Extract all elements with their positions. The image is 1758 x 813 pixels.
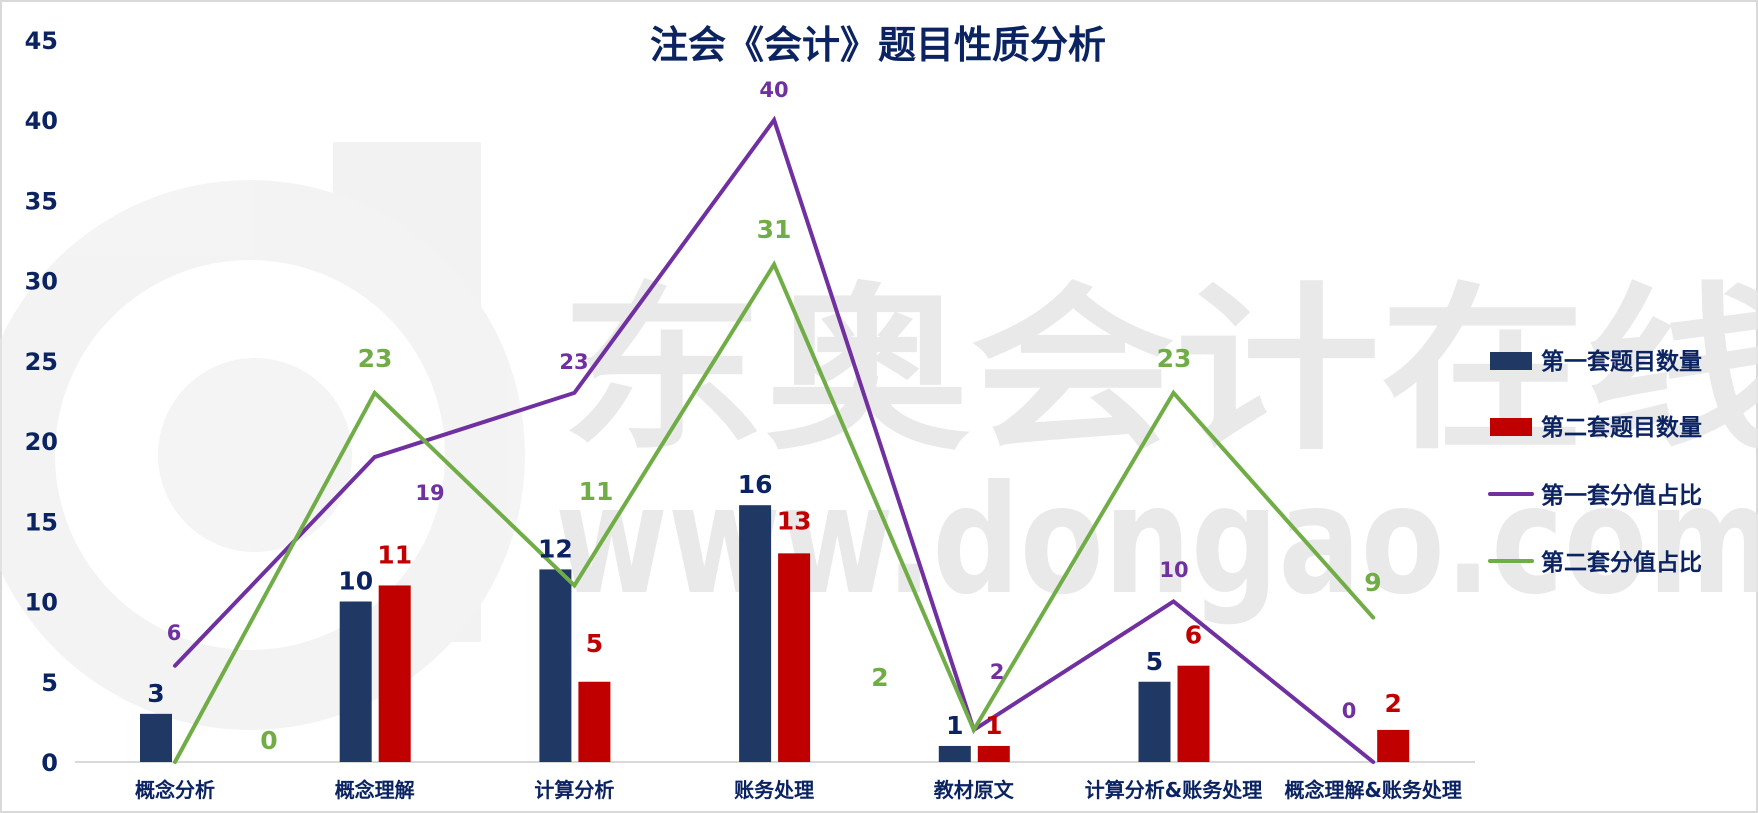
watermark-url: www.dongao.com xyxy=(555,454,1758,628)
chart-title: 注会《会计》题目性质分析 xyxy=(650,23,1106,67)
legend-item-set1-ratio[interactable]: 第一套分值占比 xyxy=(1488,482,1702,509)
line-set2-ratio[interactable] xyxy=(173,260,1376,764)
legend-item-set1-count[interactable]: 第一套题目数量 xyxy=(1490,348,1702,375)
x-category-label: 计算分析&账务处理 xyxy=(1085,778,1262,802)
bar-label-set1: 10 xyxy=(338,567,373,596)
x-category-label: 账务处理 xyxy=(734,778,814,802)
bar-label-set1: 12 xyxy=(538,534,573,563)
x-axis: 概念分析 概念理解 计算分析 账务处理 教材原文 计算分析&账务处理 概念理解&账务处理 xyxy=(135,778,1462,802)
bar-set2[interactable] xyxy=(578,681,611,762)
y-tick-label: 40 xyxy=(25,107,58,135)
line-series xyxy=(173,115,1376,764)
bar-set2[interactable] xyxy=(977,745,1010,762)
bar-label-set2: 5 xyxy=(586,629,603,658)
watermark-text: 东奥会计在线 www.dongao.com xyxy=(555,267,1758,628)
line-label-set1: 10 xyxy=(1159,558,1188,582)
line-label-set1: 6 xyxy=(167,621,182,645)
legend-swatch-navy-icon xyxy=(1490,352,1532,370)
bar-set1[interactable] xyxy=(539,569,572,762)
bar-label-set2: 13 xyxy=(777,506,812,535)
y-tick-label: 0 xyxy=(41,749,58,777)
bar-set1[interactable] xyxy=(140,713,172,762)
y-tick-label: 25 xyxy=(25,348,58,376)
y-tick-label: 15 xyxy=(25,508,58,536)
bar-set1[interactable] xyxy=(938,745,971,762)
y-tick-label: 20 xyxy=(25,428,58,456)
bar-set2[interactable] xyxy=(1377,729,1410,762)
line-label-set2: 11 xyxy=(579,477,614,506)
bar-set1[interactable] xyxy=(339,601,372,763)
bar-label-set2: 6 xyxy=(1185,621,1202,650)
bar-label-set1: 16 xyxy=(738,470,773,499)
line-label-set1: 19 xyxy=(415,481,444,505)
x-category-label: 概念理解 xyxy=(335,778,415,802)
line-label-set2: 31 xyxy=(757,215,792,244)
legend-item-set2-count[interactable]: 第二套题目数量 xyxy=(1490,414,1702,441)
y-tick-label: 45 xyxy=(25,27,58,55)
line-label-set2: 23 xyxy=(1157,344,1192,373)
legend-swatch-red-icon xyxy=(1490,418,1532,436)
legend: 第一套题目数量 第二套题目数量 第一套分值占比 第二套分值占比 xyxy=(1488,348,1702,576)
y-tick-label: 5 xyxy=(41,669,58,697)
y-axis: 0 5 10 15 20 25 30 35 40 45 xyxy=(25,27,58,777)
x-category-label: 概念理解&账务处理 xyxy=(1284,778,1461,802)
line-label-set2: 0 xyxy=(260,726,277,755)
x-category-label: 计算分析 xyxy=(534,778,614,802)
bar-set2[interactable] xyxy=(378,585,411,762)
bar-label-set2: 11 xyxy=(377,540,412,569)
line-label-set1: 40 xyxy=(759,78,788,102)
legend-label: 第二套分值占比 xyxy=(1541,549,1702,576)
line-label-set2: 2 xyxy=(871,663,888,692)
bar-label-set2: 2 xyxy=(1384,689,1401,718)
line-label-set1: 23 xyxy=(559,350,588,374)
y-tick-label: 35 xyxy=(25,187,58,215)
y-tick-label: 30 xyxy=(25,268,58,296)
x-category-label: 教材原文 xyxy=(934,778,1015,802)
legend-item-set2-ratio[interactable]: 第二套分值占比 xyxy=(1488,549,1702,576)
legend-label: 第一套分值占比 xyxy=(1541,482,1702,509)
legend-label: 第一套题目数量 xyxy=(1541,348,1702,375)
line-set1-ratio[interactable] xyxy=(173,115,1376,764)
line-label-set1: 2 xyxy=(990,660,1005,684)
bar-label-set2: 1 xyxy=(985,711,1002,740)
bar-set1[interactable] xyxy=(1138,681,1171,762)
bar-label-set1: 3 xyxy=(147,679,164,708)
bar-set1[interactable] xyxy=(739,505,772,762)
bar-label-set1: 1 xyxy=(946,711,963,740)
bar-set2[interactable] xyxy=(778,553,811,762)
bar-set2[interactable] xyxy=(1177,665,1210,762)
x-category-label: 概念分析 xyxy=(135,778,215,802)
line-label-set2: 9 xyxy=(1364,568,1381,597)
line-label-set2: 23 xyxy=(358,344,393,373)
y-tick-label: 10 xyxy=(25,589,58,617)
bar-label-set1: 5 xyxy=(1146,647,1163,676)
watermark-brand: 东奥会计在线 xyxy=(560,267,1758,474)
bar-series xyxy=(140,505,1410,763)
line-label-set1: 0 xyxy=(1342,699,1357,723)
legend-label: 第二套题目数量 xyxy=(1541,414,1702,441)
